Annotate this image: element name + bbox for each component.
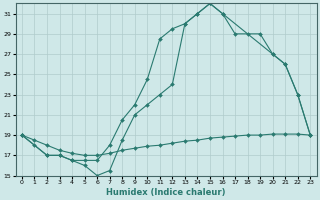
X-axis label: Humidex (Indice chaleur): Humidex (Indice chaleur)	[106, 188, 226, 197]
